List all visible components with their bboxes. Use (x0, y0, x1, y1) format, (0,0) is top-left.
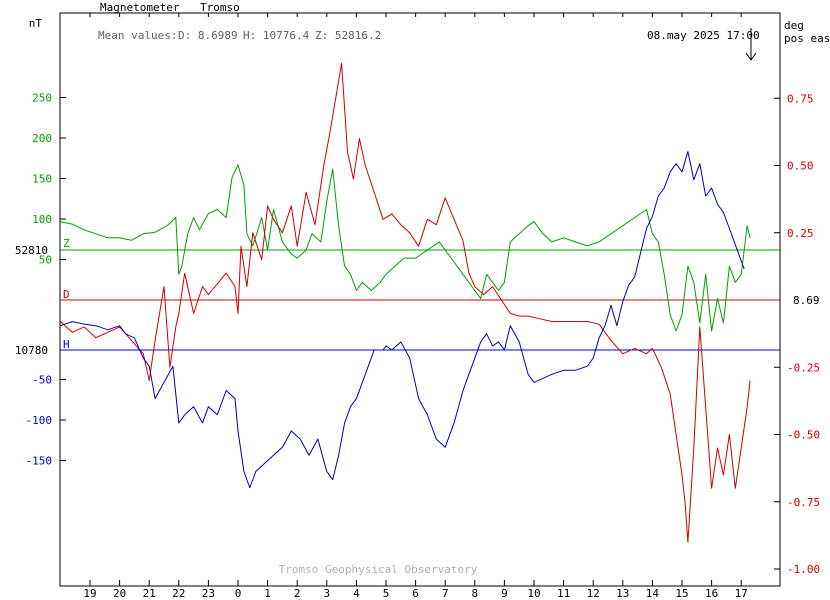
baseline-h-label: H (63, 338, 70, 351)
x-tick-label-6: 1 (264, 587, 271, 600)
series-line-d (60, 62, 751, 543)
magnetometer-title: Magnetometer (100, 1, 180, 14)
left-tick-label-6: -100 (26, 414, 53, 427)
right-tick-label-1: 0.50 (787, 160, 814, 173)
baseline-h: H 10780 (15, 338, 780, 357)
x-tick-label-10: 5 (383, 587, 390, 600)
x-tick-label-21: 16 (705, 587, 718, 600)
mean-value-h: H: 10776.4 (243, 29, 310, 42)
x-tick-label-14: 9 (501, 587, 508, 600)
x-tick-label-13: 8 (471, 587, 478, 600)
x-tick-label-4: 23 (202, 587, 215, 600)
observatory-footer: Tromso Geophysical Observatory (279, 563, 478, 576)
timestamp-label: 08.may 2025 17:00 (647, 29, 760, 42)
x-tick-label-8: 3 (323, 587, 330, 600)
x-tick-label-9: 4 (353, 587, 360, 600)
x-tick-label-0: 19 (83, 587, 96, 600)
left-axis-unit: nT (29, 17, 43, 30)
x-axis-ticks: 19 20 21 22 23 0 1 2 3 4 5 6 7 8 9 10 11 12 13 14 15 16 17 (83, 13, 748, 600)
left-tick-label-7: -150 (26, 455, 53, 468)
right-axis-unit-line1: deg (784, 19, 804, 32)
right-axis-unit-line2: pos east (784, 32, 830, 45)
baseline-d: D 8.69 (60, 288, 820, 307)
x-tick-label-18: 13 (616, 587, 629, 600)
mean-value-d: D: 8.6989 (178, 29, 238, 42)
baseline-d-label: D (63, 288, 70, 301)
baseline-z-label: Z (63, 237, 70, 250)
x-tick-label-3: 22 (172, 587, 185, 600)
x-tick-label-2: 21 (143, 587, 156, 600)
x-tick-label-17: 12 (587, 587, 600, 600)
series-line-h (60, 151, 745, 489)
mean-value-z: Z: 52816.2 (315, 29, 381, 42)
baseline-d-value: 8.69 (793, 294, 820, 307)
right-tick-label-3: -0.25 (787, 361, 820, 374)
x-tick-label-22: 17 (735, 587, 748, 600)
right-tick-label-2: 0.25 (787, 227, 814, 240)
x-tick-label-1: 20 (113, 587, 126, 600)
left-axis-ticks: 250 200 150 100 50 -50 -100 -150 (26, 92, 66, 468)
left-tick-label-5: -50 (32, 374, 52, 387)
x-tick-label-20: 15 (675, 587, 688, 600)
current-time-arrow-icon (745, 28, 757, 61)
left-tick-label-2: 150 (32, 173, 52, 186)
x-tick-label-19: 14 (646, 587, 660, 600)
series-line-z (60, 164, 751, 332)
left-tick-label-1: 200 (32, 132, 52, 145)
x-tick-label-7: 2 (294, 587, 301, 600)
right-tick-label-5: -0.75 (787, 496, 820, 509)
right-tick-label-6: -1.00 (787, 563, 820, 576)
x-tick-label-16: 11 (557, 587, 570, 600)
x-tick-label-11: 6 (412, 587, 419, 600)
x-tick-label-5: 0 (235, 587, 242, 600)
baseline-h-value: 10780 (15, 344, 48, 357)
left-tick-label-3: 100 (32, 213, 52, 226)
station-name: Tromso (200, 1, 240, 14)
left-tick-label-4: 50 (39, 254, 52, 267)
left-tick-label-0: 250 (32, 92, 52, 105)
series-layer (60, 62, 751, 543)
mean-values-label: Mean values: (98, 29, 177, 42)
right-tick-label-0: 0.75 (787, 92, 814, 105)
right-axis-ticks: 0.75 0.50 0.25 -0.25 -0.50 -0.75 -1.00 (774, 92, 820, 576)
right-tick-label-4: -0.50 (787, 429, 820, 442)
x-tick-label-15: 10 (527, 587, 540, 600)
baseline-z-value: 52810 (15, 244, 48, 257)
x-tick-label-12: 7 (442, 587, 449, 600)
